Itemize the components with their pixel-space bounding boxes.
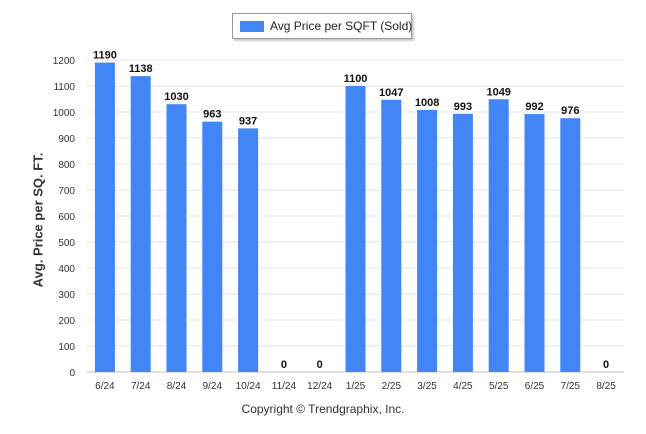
bar (345, 86, 366, 372)
bar (166, 104, 187, 372)
bar (488, 99, 509, 372)
x-tick-label: 4/25 (453, 381, 473, 392)
bar (452, 113, 473, 372)
y-axis-label: Avg. Price per SQ. FT. (30, 152, 46, 288)
x-tick-label: 7/24 (131, 381, 151, 392)
data-label: 0 (603, 359, 609, 371)
data-label: 976 (561, 105, 579, 117)
bar (417, 109, 438, 373)
x-tick-label: 3/25 (417, 381, 437, 392)
x-tick-label: 12/24 (307, 381, 332, 392)
bar (202, 121, 223, 373)
data-label: 1190 (93, 50, 117, 62)
bar (560, 118, 581, 373)
data-label: 1030 (164, 91, 188, 103)
data-label: 1100 (344, 73, 368, 85)
copyright-text: Copyright © Trendgraphix, Inc. (241, 402, 405, 416)
y-tick-label: 1000 (53, 108, 76, 119)
data-label: 992 (525, 101, 543, 113)
x-tick-label: 1/25 (346, 381, 366, 392)
bars: 1190 1138 1030 963 937 0 0 1100 1047 1008 993 1049 9… (93, 50, 609, 373)
data-label: 993 (454, 101, 472, 113)
legend: Avg Price per SQFT (Sold) (232, 13, 412, 39)
data-label: 1049 (486, 86, 510, 98)
data-label: 0 (317, 359, 323, 371)
x-tick-label: 10/24 (236, 381, 261, 392)
y-tick-label: 700 (58, 186, 75, 197)
x-tick-label: 8/25 (596, 381, 616, 392)
y-tick-label: 900 (58, 134, 75, 145)
data-label: 1008 (415, 97, 439, 109)
y-tick-label: 100 (58, 342, 75, 353)
y-tick-label: 400 (58, 264, 75, 275)
data-label: 963 (203, 109, 221, 121)
legend-swatch (240, 21, 264, 32)
y-tick-label: 1100 (53, 82, 75, 93)
bar (130, 76, 151, 373)
y-tick-label: 200 (58, 316, 75, 327)
x-tick-label: 8/24 (167, 381, 187, 392)
x-axis-ticks: 6/24 7/24 8/24 9/24 10/24 11/24 12/24 1/25 2/25 3… (95, 381, 616, 392)
y-tick-label: 0 (69, 368, 75, 379)
data-label: 937 (239, 115, 257, 127)
data-label: 1047 (379, 87, 403, 99)
x-tick-label: 11/24 (272, 381, 297, 392)
bar (238, 128, 259, 372)
bar (94, 62, 115, 372)
x-tick-label: 7/25 (561, 381, 581, 392)
data-label: 1138 (129, 63, 153, 75)
x-tick-label: 6/25 (525, 381, 545, 392)
x-tick-label: 2/25 (382, 381, 402, 392)
bar (381, 99, 402, 372)
legend-label: Avg Price per SQFT (Sold) (270, 19, 413, 33)
data-label: 0 (281, 359, 287, 371)
y-tick-label: 800 (58, 160, 75, 171)
y-axis-ticks: 0 100 200 300 400 500 600 700 800 900 1000 1100 1200 (53, 56, 76, 379)
y-tick-label: 1200 (53, 56, 76, 67)
y-tick-label: 300 (58, 290, 75, 301)
y-tick-label: 600 (58, 212, 75, 223)
x-tick-label: 6/24 (95, 381, 115, 392)
x-tick-label: 9/24 (203, 381, 223, 392)
x-tick-label: 5/25 (489, 381, 509, 392)
y-tick-label: 500 (58, 238, 75, 249)
bar (524, 114, 545, 372)
